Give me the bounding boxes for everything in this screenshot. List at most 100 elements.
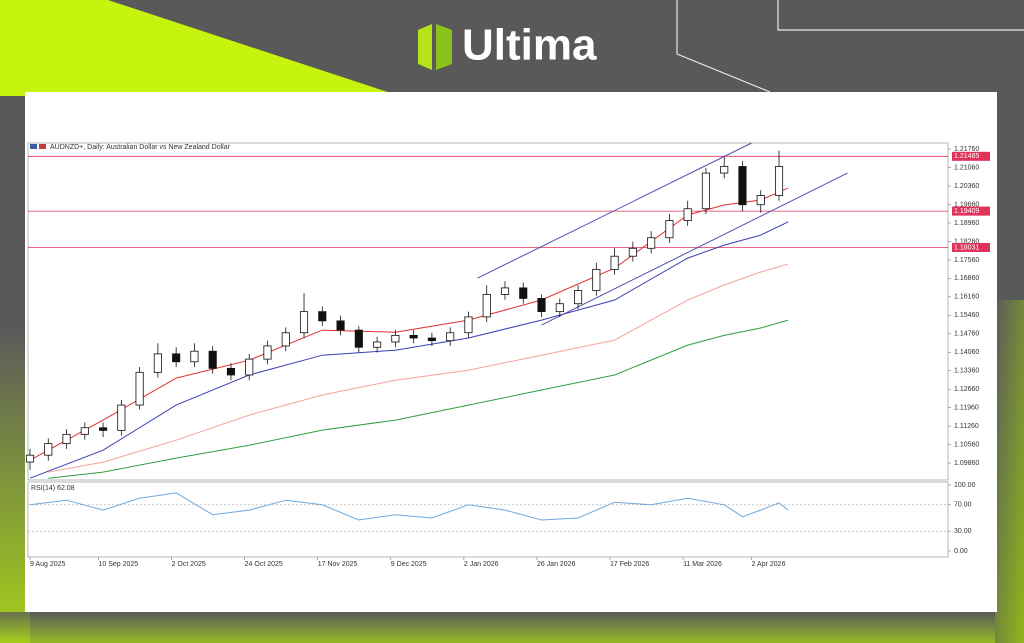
symbol-icon [30,144,37,149]
candle-body [208,350,217,369]
candle-body [190,350,199,363]
y-tick-label: 1.14760 [954,331,979,338]
candle-body [25,454,35,463]
y-tick-label: 70.00 [954,502,972,509]
candle-body [409,334,418,339]
candle-body [701,172,710,210]
x-tick-label: 2 Apr 2026 [752,561,786,568]
y-tick-label: 1.18960 [954,220,979,227]
price-label: 1.18031 [954,244,979,251]
candle-body [537,298,546,313]
x-tick-label: 11 Mar 2026 [683,561,722,568]
candle-body [610,255,619,270]
y-tick-label: 30.00 [954,528,972,535]
price-label-box [952,242,990,252]
candle-body [683,208,692,221]
price-label-box [952,151,990,161]
candle-body [665,220,674,239]
deco-line [777,0,1024,31]
candle-body [500,287,510,295]
candle-body [62,433,71,444]
candle-body [299,311,309,334]
candle-body [519,287,528,299]
y-tick-label: 100.00 [954,482,976,489]
candle-body [172,353,181,363]
candle-body [318,311,327,322]
trend-line [477,142,752,279]
candle-body [756,195,765,206]
candle-body [336,320,345,331]
candle-body [592,269,601,291]
candle-body [245,358,254,376]
y-tick-label: 0.00 [954,548,968,555]
rsi-title: RSI(14) 62.08 [31,485,75,492]
rsi-frame [27,481,949,558]
y-tick-label: 1.18260 [954,238,979,245]
logo-icon [418,24,432,70]
x-tick-label: 2 Jan 2026 [464,561,499,568]
y-tick-label: 1.19660 [954,201,979,208]
bottom-glow [0,612,1024,643]
rsi-line [29,492,789,521]
y-tick-label: 1.16860 [954,275,979,282]
moving-average [48,319,789,479]
candle-body [99,427,108,431]
candle-body [774,166,784,196]
y-tick-label: 1.21760 [954,146,979,153]
candle-body [391,334,400,343]
candle-body [647,237,656,249]
candle-body [226,367,236,376]
y-tick-label: 1.09860 [954,460,979,467]
y-tick-label: 1.16160 [954,294,979,301]
x-tick-label: 9 Dec 2025 [391,561,427,568]
chart-panel [25,92,997,612]
x-tick-label: 26 Jan 2026 [537,561,576,568]
y-tick-label: 1.21060 [954,164,979,171]
y-tick-label: 1.11960 [954,405,979,412]
x-tick-label: 17 Feb 2026 [610,561,649,568]
candle-body [427,337,436,342]
price-label: 1.21485 [954,153,979,160]
right-glow [995,300,1024,643]
candle-body [628,247,637,257]
candle-body [80,427,89,435]
logo-text: Ultima [462,21,597,70]
moving-average [48,263,789,473]
price-label: 1.19409 [954,208,979,215]
candle-body [482,294,491,318]
candle-body [555,303,564,313]
x-tick-label: 2 Oct 2025 [172,561,206,568]
candle-body [281,332,290,347]
y-tick-label: 1.10560 [954,441,979,448]
candle-body [446,332,455,342]
candle-body [117,404,126,431]
x-tick-label: 10 Sep 2025 [99,561,139,568]
logo-icon [436,24,452,70]
candle-body [263,345,272,360]
y-tick-label: 1.11260 [954,423,979,430]
candle-body [135,371,144,406]
candle-body [153,353,162,373]
candle-body [720,166,729,174]
trend-line [541,172,848,326]
candle-body [738,166,747,206]
y-tick-label: 1.20360 [954,183,979,190]
candle-body [373,341,382,348]
price-label-box [952,206,990,216]
y-tick-label: 1.14060 [954,349,979,356]
candle-body [44,443,53,456]
y-tick-label: 1.17560 [954,257,979,264]
y-tick-label: 1.12660 [954,386,979,393]
plot-frame [27,142,949,481]
lime-band [0,0,400,96]
logo: Ultima [418,21,597,70]
candle-body [354,329,363,348]
symbol-icon [39,144,46,149]
x-tick-label: 17 Nov 2025 [318,561,358,568]
candle-body [464,316,473,334]
y-tick-label: 1.13360 [954,368,979,375]
x-tick-label: 24 Oct 2025 [245,561,283,568]
x-tick-label: 9 Aug 2025 [30,561,66,568]
y-tick-label: 1.15460 [954,312,979,319]
